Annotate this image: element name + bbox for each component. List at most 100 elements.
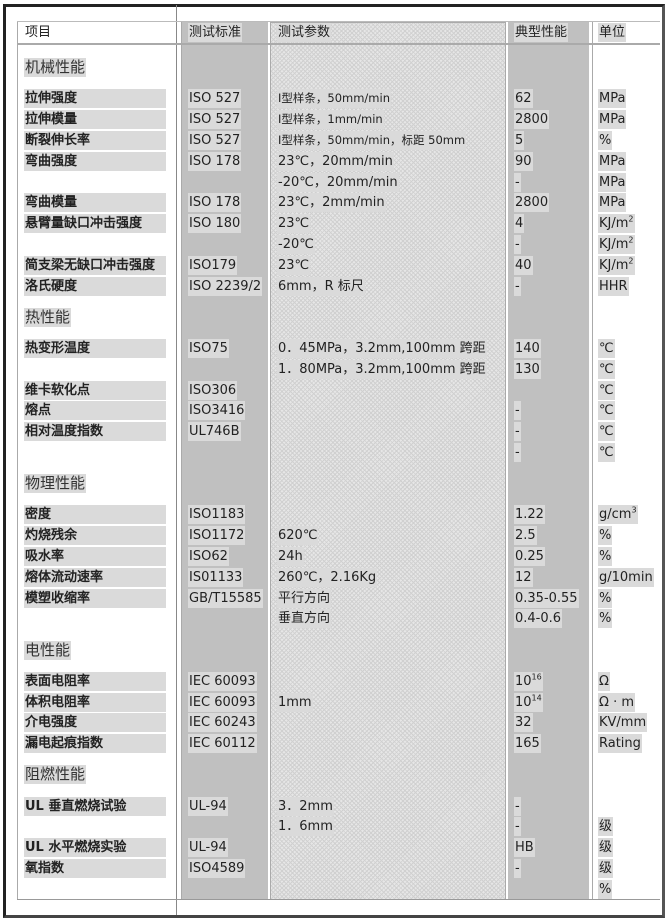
typical-cell: - bbox=[514, 401, 521, 422]
unit-value: KJ/m2 bbox=[598, 255, 635, 275]
standard-value: ISO75 bbox=[188, 339, 229, 359]
item-name: 灼烧残余 bbox=[24, 526, 166, 546]
standard-cell: ISO 527 bbox=[188, 109, 242, 130]
section-row: 电性能 bbox=[0, 629, 670, 671]
params-cell: 23℃，20mm/min bbox=[277, 151, 394, 172]
typical-value: 1014 bbox=[514, 692, 543, 712]
unit-cell: MPa bbox=[598, 89, 627, 110]
table-row: 拉伸强度 ISO 527 Ⅰ型样条，50mm/min 62 MPa bbox=[0, 89, 670, 110]
typical-value: HB bbox=[514, 838, 535, 858]
typical-number: 140 bbox=[515, 341, 540, 357]
unit-cell: HHR bbox=[598, 276, 629, 297]
unit-text: MPa bbox=[599, 195, 626, 211]
unit-cell: % bbox=[598, 879, 613, 900]
item-cell: UL 水平燃烧实验 bbox=[24, 837, 166, 858]
unit-cell: MPa bbox=[598, 151, 627, 172]
typical-value: 4 bbox=[514, 214, 525, 234]
typical-value: - bbox=[514, 235, 521, 255]
typical-number: - bbox=[515, 798, 520, 814]
unit-text: ℃ bbox=[599, 361, 614, 377]
typical-cell: 62 bbox=[514, 89, 533, 110]
unit-value: % bbox=[598, 609, 613, 629]
standard-cell: ISO306 bbox=[188, 380, 238, 401]
typical-value: 0.25 bbox=[514, 547, 545, 567]
standard-value: GB/T15585 bbox=[188, 588, 263, 608]
unit-value: Ω · m bbox=[598, 692, 635, 712]
params-cell: -20℃ bbox=[277, 234, 315, 255]
typical-cell: - bbox=[514, 172, 521, 193]
item-cell: 密度 bbox=[24, 505, 166, 526]
typical-number: - bbox=[515, 445, 520, 461]
typical-value: - bbox=[514, 817, 521, 837]
unit-value: 级 bbox=[598, 858, 614, 878]
standard-cell: IEC 60093 bbox=[188, 692, 257, 713]
standard-cell: ISO 178 bbox=[188, 151, 242, 172]
typical-value: - bbox=[514, 401, 521, 421]
item-name: 拉伸模量 bbox=[24, 110, 166, 130]
column-item-bg bbox=[17, 22, 177, 900]
standard-cell: IEC 60112 bbox=[188, 733, 257, 754]
section-row: 热性能 bbox=[0, 297, 670, 339]
standard-value: ISO4589 bbox=[188, 858, 246, 878]
typical-number: 0.25 bbox=[515, 549, 544, 565]
standard-cell: ISO4589 bbox=[188, 858, 246, 879]
typical-cell: 1014 bbox=[514, 692, 543, 713]
typical-cell: - bbox=[514, 858, 521, 879]
unit-text: MPa bbox=[599, 91, 626, 107]
typical-number: - bbox=[515, 403, 520, 419]
unit-text: 级 bbox=[599, 819, 613, 835]
typical-number: 130 bbox=[515, 361, 540, 377]
typical-value: 0.4-0.6 bbox=[514, 609, 563, 629]
params-cell: 1mm bbox=[277, 692, 313, 713]
table-row: - ℃ bbox=[0, 442, 670, 463]
item-cell: 漏电起痕指数 bbox=[24, 733, 166, 754]
header-params-label: 测试参数 bbox=[277, 23, 332, 42]
params-cell: 6mm，R 标尺 bbox=[277, 276, 365, 297]
unit-value: MPa bbox=[598, 172, 627, 192]
typical-cell: 0.35-0.55 bbox=[514, 588, 579, 609]
unit-value: % bbox=[598, 131, 613, 151]
standard-value: IEC 60243 bbox=[188, 713, 257, 733]
typical-cell: - bbox=[514, 816, 521, 837]
item-cell: 灼烧残余 bbox=[24, 525, 166, 546]
typical-cell: 0.25 bbox=[514, 546, 545, 567]
unit-value: % bbox=[598, 547, 613, 567]
unit-value: KV/mm bbox=[598, 713, 648, 733]
params-value: 1．80MPa，3.2mm,100mm 跨距 bbox=[277, 359, 487, 379]
params-cell: 平行方向 bbox=[277, 588, 332, 609]
table-row: -20℃，20mm/min - MPa bbox=[0, 172, 670, 193]
standard-value: ISO 2239/2 bbox=[188, 276, 263, 296]
standard-value: ISO1183 bbox=[188, 505, 246, 525]
typical-cell: 32 bbox=[514, 713, 533, 734]
typical-value: 2.5 bbox=[514, 526, 537, 546]
standard-cell: ISO3416 bbox=[188, 401, 246, 422]
unit-text: % bbox=[599, 133, 612, 149]
unit-cell: % bbox=[598, 609, 613, 630]
standard-value: IEC 60093 bbox=[188, 692, 257, 712]
typical-cell: - bbox=[514, 421, 521, 442]
item-cell: 拉伸强度 bbox=[24, 89, 166, 110]
unit-value: ℃ bbox=[598, 422, 615, 442]
column-divider bbox=[176, 5, 177, 915]
section-title-text: 电性能 bbox=[24, 640, 72, 660]
params-value: 垂直方向 bbox=[277, 609, 332, 629]
section-title-text: 机械性能 bbox=[24, 58, 87, 78]
unit-cell: ℃ bbox=[598, 338, 615, 359]
unit-value: Rating bbox=[598, 734, 642, 754]
section-row: 阻燃性能 bbox=[0, 754, 670, 796]
standard-cell: UL-94 bbox=[188, 837, 228, 858]
params-cell: 0．45MPa，3.2mm,100mm 跨距 bbox=[277, 338, 487, 359]
unit-value: ℃ bbox=[598, 401, 615, 421]
typical-number: 10 bbox=[515, 673, 532, 689]
header-item: 项目 bbox=[24, 22, 52, 43]
unit-cell: ℃ bbox=[598, 401, 615, 422]
unit-exponent: 3 bbox=[631, 506, 637, 516]
standard-cell: ISO 178 bbox=[188, 193, 242, 214]
typical-cell: 5 bbox=[514, 130, 525, 151]
typical-value: - bbox=[514, 858, 521, 878]
standard-cell: ISO1183 bbox=[188, 505, 246, 526]
typical-value: - bbox=[514, 172, 521, 192]
unit-value: 级 bbox=[598, 817, 614, 837]
standard-value: ISO179 bbox=[188, 255, 238, 275]
unit-text: ℃ bbox=[599, 424, 614, 440]
